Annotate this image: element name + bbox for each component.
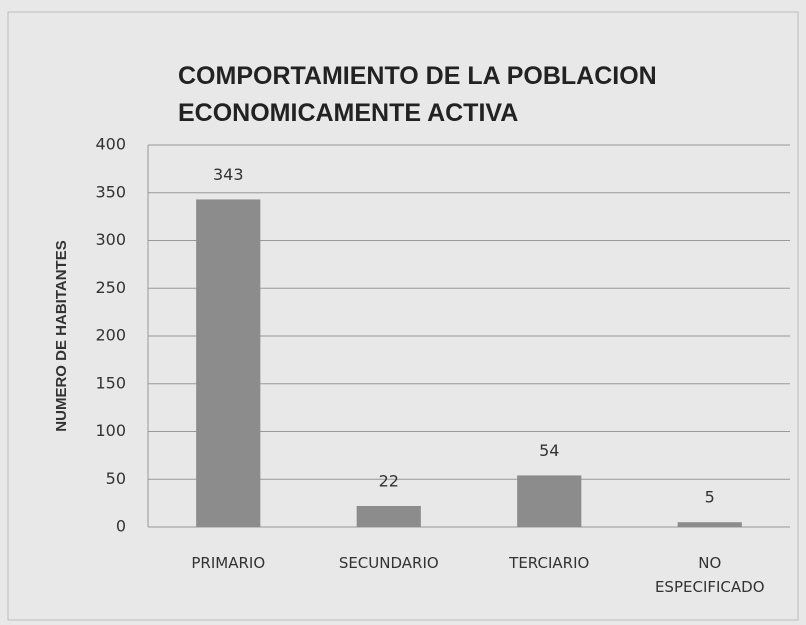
bar <box>196 199 261 527</box>
bar <box>356 505 421 527</box>
y-tick-label: 200 <box>95 326 126 345</box>
data-label: 343 <box>213 165 244 184</box>
bar <box>517 475 582 527</box>
y-tick-label: 100 <box>95 421 126 440</box>
y-tick-label: 300 <box>95 230 126 249</box>
x-tick-label: PRIMARIO <box>191 554 266 572</box>
data-label: 22 <box>379 471 399 490</box>
x-tick-label: NO ESPECIFICADO <box>654 554 765 596</box>
y-tick-label: 150 <box>95 373 126 392</box>
y-tick-label: 400 <box>95 135 126 154</box>
x-tick-label: SECUNDARIO <box>338 554 439 572</box>
y-tick-label: 250 <box>95 278 126 297</box>
y-axis-label: NUMERO DE HABITANTES <box>53 240 70 431</box>
bar <box>677 522 742 527</box>
x-tick-label: TERCIARIO <box>509 554 590 572</box>
data-label: 5 <box>705 488 715 507</box>
y-tick-label: 50 <box>106 469 126 488</box>
y-tick-label: 0 <box>116 517 126 536</box>
chart-border <box>7 11 799 621</box>
data-label: 54 <box>539 441 559 460</box>
chart-title: COMPORTAMIENTO DE LA POBLACION ECONOMICA… <box>178 62 657 127</box>
y-tick-label: 350 <box>95 182 126 201</box>
